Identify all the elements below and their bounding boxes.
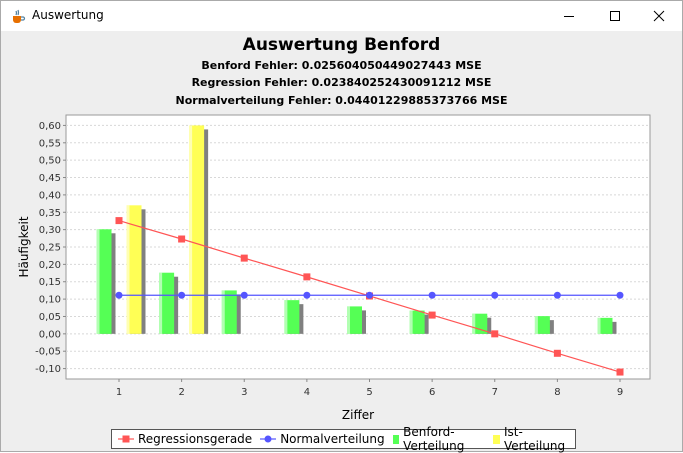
point: [178, 291, 186, 299]
legend-label: Ist-Verteilung: [503, 425, 566, 453]
point: [303, 273, 311, 281]
bar: [597, 317, 613, 334]
close-button[interactable]: [636, 1, 682, 31]
bar: [159, 272, 175, 334]
bar-highlight: [597, 317, 601, 334]
x-tick-label: 6: [429, 387, 435, 398]
chart-legend: Regressionsgerade Normalverteilung Benford…: [111, 425, 576, 453]
point: [491, 291, 499, 299]
bar-highlight: [126, 205, 130, 334]
window-title: Auswertung: [32, 8, 104, 22]
bar: [347, 306, 362, 334]
bar-highlight: [472, 313, 476, 334]
x-tick-label: 1: [116, 387, 122, 398]
point: [178, 235, 186, 243]
legend-label: Normalverteilung: [280, 432, 385, 446]
point: [616, 368, 624, 376]
point: [491, 330, 499, 338]
bar: [284, 300, 300, 334]
bar: [409, 310, 425, 334]
y-tick-label: 0,30: [39, 225, 61, 236]
x-axis-label: Ziffer: [342, 408, 374, 422]
legend-label: Regressionsgerade: [138, 432, 253, 446]
bar: [96, 229, 112, 334]
legend-item: Benford-Verteilung: [392, 425, 485, 453]
point: [428, 311, 436, 319]
maximize-icon: [610, 11, 620, 21]
bar-highlight: [534, 316, 538, 334]
y-tick-label: 0,25: [39, 243, 61, 254]
bar-highlight: [284, 300, 288, 334]
bar: [534, 316, 550, 334]
bar: [126, 205, 142, 334]
title-bar[interactable]: Auswertung: [1, 1, 682, 31]
bar: [221, 290, 237, 334]
legend-swatch: [392, 435, 400, 444]
maximize-button[interactable]: [592, 1, 638, 31]
point: [303, 291, 311, 299]
y-tick-label: 0,00: [39, 329, 61, 340]
point: [366, 291, 373, 299]
point: [240, 291, 248, 299]
x-tick-label: 9: [617, 387, 623, 398]
x-tick-label: 8: [554, 387, 560, 398]
y-tick-label: 0,60: [39, 121, 61, 132]
legend-swatch: [492, 435, 500, 444]
y-tick-label: 0,35: [39, 208, 61, 219]
y-tick-label: 0,50: [39, 156, 61, 167]
x-tick-label: 3: [241, 387, 247, 398]
point: [553, 291, 561, 299]
point: [115, 217, 123, 225]
chart-subtitle-benford: Benford Fehler: 0.025604050449027443 MSE: [201, 59, 482, 72]
legend-swatch: [260, 435, 277, 443]
bar-highlight: [96, 229, 100, 334]
x-tick-label: 2: [178, 387, 184, 398]
bar-highlight: [221, 290, 225, 334]
point: [240, 254, 248, 262]
chart-title: Auswertung Benford: [242, 35, 441, 55]
bar-highlight: [347, 306, 350, 334]
legend-item: Normalverteilung: [260, 432, 385, 446]
chart-panel: Auswertung Benford Benford Fehler: 0.025…: [1, 31, 682, 453]
bar-highlight: [409, 310, 413, 334]
legend-item: Regressionsgerade: [118, 432, 252, 446]
y-tick-label: -0,10: [35, 364, 61, 375]
legend-swatch: [118, 435, 134, 443]
legend-label: Benford-Verteilung: [403, 425, 465, 453]
close-icon: [653, 10, 665, 22]
chart-subtitle-normal: Normalverteilung Fehler: 0.0440122988537…: [175, 94, 508, 107]
java-cup-icon: [13, 9, 26, 23]
y-tick-label: 0,05: [39, 312, 61, 323]
chart-subtitle-regression: Regression Fehler: 0.023840252430091212 …: [191, 76, 492, 89]
y-tick-label: 0,15: [39, 277, 61, 288]
bar-highlight: [159, 272, 163, 334]
y-tick-label: 0,20: [39, 260, 61, 271]
chart-plot: 0,60 0,55 0,50 0,45 0,40 0,35 0,30 0,25 0,20 0,15…: [17, 114, 651, 422]
x-tick-label: 7: [492, 387, 498, 398]
legend-item: Ist-Verteilung: [492, 425, 567, 453]
point: [553, 349, 561, 357]
y-axis-label: Häufigkeit: [17, 216, 31, 277]
bar: [189, 125, 205, 334]
y-tick-label: -0,05: [35, 347, 61, 358]
x-tick-label: 4: [304, 387, 310, 398]
y-tick-label: 0,40: [39, 190, 61, 201]
minimize-button[interactable]: [546, 1, 592, 31]
y-tick-label: 0,55: [39, 138, 61, 149]
x-tick-label: 5: [366, 387, 372, 398]
minimize-icon: [564, 16, 574, 17]
y-tick-label: 0,45: [39, 173, 61, 184]
point: [616, 291, 624, 299]
bar-highlight: [189, 125, 193, 334]
point: [428, 291, 436, 299]
y-tick-label: 0,10: [39, 295, 61, 306]
point: [115, 291, 123, 299]
